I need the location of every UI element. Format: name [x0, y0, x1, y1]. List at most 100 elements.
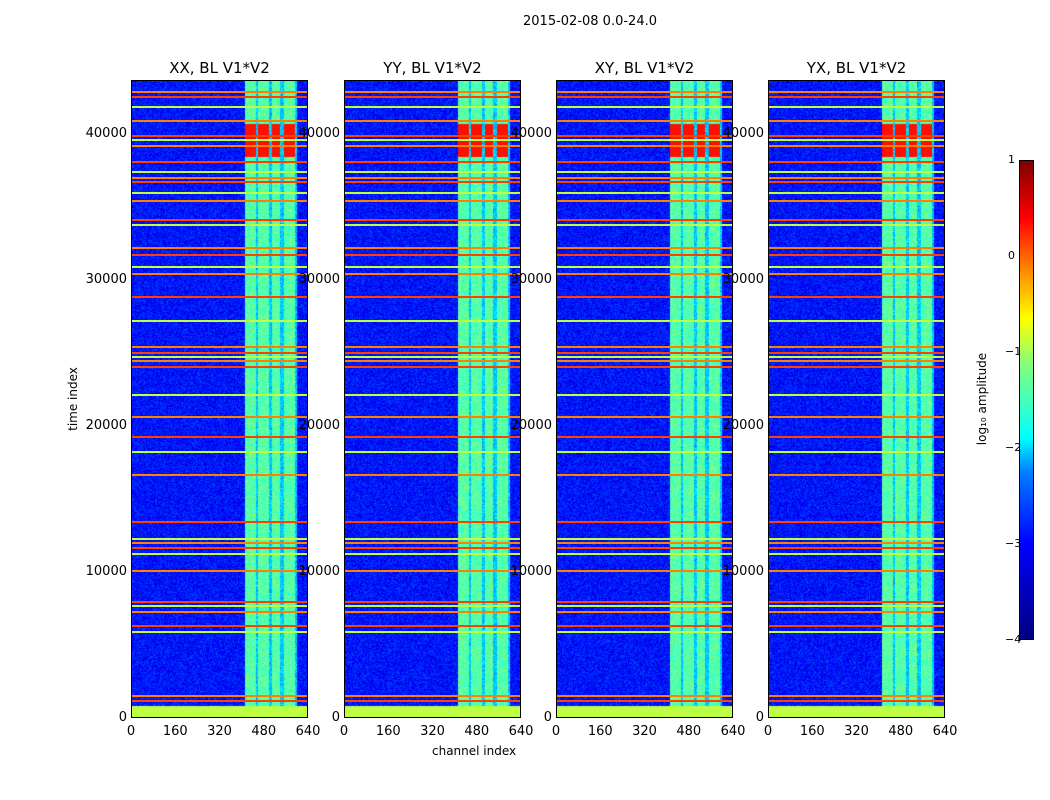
heatmap-panel [556, 80, 733, 718]
rfi-line [557, 520, 732, 523]
rfi-line [132, 546, 307, 549]
rfi-line [769, 356, 944, 359]
rfi-line [345, 473, 520, 476]
rfi-line [557, 145, 732, 148]
x-tick-label: 0 [551, 724, 561, 739]
rfi-line [769, 604, 944, 607]
rfi-line [769, 246, 944, 249]
y-tick-label: 30000 [722, 272, 764, 287]
rfi-line [769, 351, 944, 354]
rfi-line [345, 105, 520, 108]
rfi-line [769, 695, 944, 698]
rfi-line [345, 91, 520, 94]
x-tick-label: 160 [162, 724, 188, 739]
rfi-line [769, 450, 944, 453]
rfi-line [132, 610, 307, 613]
colorbar [1019, 160, 1034, 640]
rfi-line [345, 600, 520, 603]
rfi-line [345, 695, 520, 698]
rfi-line [557, 191, 732, 194]
rfi-line [557, 246, 732, 249]
rfi-line [345, 95, 520, 98]
rfi-line [132, 345, 307, 348]
x-tick-label: 640 [508, 724, 534, 739]
rfi-line [769, 91, 944, 94]
rfi-line [132, 223, 307, 226]
figure-title: 2015-02-08 0.0-24.0 [523, 14, 657, 29]
rfi-line [132, 177, 307, 180]
rfi-line [769, 546, 944, 549]
rfi-line [769, 139, 944, 142]
rfi-line [557, 91, 732, 94]
rfi-line [132, 366, 307, 369]
rfi-line [132, 625, 307, 628]
colorbar-tick-label: −3 [1005, 537, 1022, 550]
rfi-line [557, 625, 732, 628]
rfi-line [132, 393, 307, 396]
y-tick-label: 20000 [85, 418, 127, 433]
y-tick-label: 0 [118, 710, 127, 725]
x-tick-label: 160 [375, 724, 401, 739]
rfi-line [345, 191, 520, 194]
rfi-line [132, 473, 307, 476]
y-tick-label: 10000 [510, 564, 552, 579]
rfi-line [557, 473, 732, 476]
rfi-line [345, 356, 520, 359]
rfi-line [557, 171, 732, 174]
y-tick-label: 40000 [510, 126, 552, 142]
rfi-line [769, 631, 944, 634]
rfi-line [769, 625, 944, 628]
y-tick-label: 10000 [85, 564, 127, 579]
rfi-line [769, 436, 944, 439]
rfi-line [345, 450, 520, 453]
rfi-line [769, 273, 944, 276]
rfi-line [769, 296, 944, 299]
rfi-line [345, 223, 520, 226]
rfi-line [769, 219, 944, 222]
rfi-line [769, 537, 944, 540]
rfi-line [557, 139, 732, 142]
rfi-line [557, 200, 732, 203]
rfi-line [132, 699, 307, 702]
x-tick-label: 640 [295, 724, 321, 739]
y-tick-label: 20000 [510, 418, 552, 433]
rfi-line [132, 351, 307, 354]
rfi-line [132, 356, 307, 359]
x-tick-label: 160 [587, 724, 613, 739]
y-tick-label: 40000 [298, 126, 340, 142]
rfi-line [557, 161, 732, 164]
rfi-line [769, 254, 944, 257]
rfi-line [769, 360, 944, 363]
rfi-line [345, 415, 520, 418]
rfi-line [769, 177, 944, 180]
x-tick-label: 480 [676, 724, 702, 739]
rfi-line [132, 171, 307, 174]
rfi-line [132, 552, 307, 555]
rfi-line [345, 631, 520, 634]
rfi-line [769, 366, 944, 369]
colorbar-tick-label: −4 [1005, 633, 1022, 646]
rfi-line [557, 415, 732, 418]
rfi-line [132, 570, 307, 572]
x-tick-label: 480 [251, 724, 277, 739]
rfi-line [345, 366, 520, 369]
x-tick-label: 480 [464, 724, 490, 739]
rfi-line [132, 273, 307, 276]
rfi-line [557, 631, 732, 634]
x-tick-label: 640 [932, 724, 958, 739]
y-tick-label: 0 [543, 710, 552, 725]
rfi-line [557, 360, 732, 363]
x-tick-label: 640 [720, 724, 746, 739]
rfi-line [345, 139, 520, 142]
rfi-line [345, 219, 520, 222]
rfi-line [557, 296, 732, 299]
rfi-line [557, 699, 732, 702]
rfi-line [345, 546, 520, 549]
rfi-line [557, 570, 732, 572]
rfi-line [345, 604, 520, 607]
rfi-line [132, 191, 307, 194]
rfi-line [345, 265, 520, 268]
rfi-line [345, 181, 520, 184]
rfi-line [557, 265, 732, 268]
rfi-line [557, 546, 732, 549]
